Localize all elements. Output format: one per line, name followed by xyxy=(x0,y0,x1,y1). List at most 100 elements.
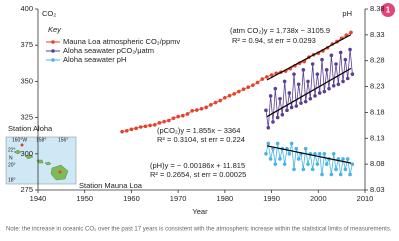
data-point xyxy=(320,172,324,177)
data-point xyxy=(320,57,324,62)
data-point xyxy=(315,72,320,76)
data-point xyxy=(345,76,350,81)
y2-tick-label: 8.08 xyxy=(370,159,385,168)
legend-marker xyxy=(51,40,55,44)
data-point xyxy=(265,75,269,79)
data-point xyxy=(341,157,345,161)
data-point xyxy=(331,152,336,156)
trend-line xyxy=(266,67,352,118)
data-point xyxy=(294,104,299,108)
annotation: R² = 0.3104, st err = 0.224 xyxy=(157,135,245,144)
lat-label: 18° xyxy=(8,177,16,183)
data-point xyxy=(227,93,232,98)
inset-label: Station Aloha xyxy=(8,124,53,133)
data-point xyxy=(308,96,313,101)
data-point xyxy=(324,162,329,166)
annotation: (pH)y = − 0.00186x + 11.815 xyxy=(150,161,245,170)
data-point xyxy=(278,157,282,161)
x-tick-label: 1990 xyxy=(263,194,280,203)
data-point xyxy=(204,105,208,110)
data-point xyxy=(322,152,327,156)
data-point xyxy=(350,162,355,166)
data-point xyxy=(289,105,294,110)
series-line xyxy=(265,49,353,128)
annotation: (atm CO₂)y = 1.738x − 3105.9 xyxy=(230,26,330,35)
legend-label: Aloha seawater pCO₂/μatm xyxy=(63,46,154,55)
legend-label: Mauna Loa atmospheric CO₂/ppmv xyxy=(63,37,180,46)
y2-tick-label: 8.33 xyxy=(370,30,385,39)
north-label: N xyxy=(9,155,13,161)
legend-marker xyxy=(51,49,55,53)
data-point xyxy=(218,98,222,103)
data-point xyxy=(241,87,246,92)
data-point xyxy=(124,128,129,133)
y-tick-label: 300 xyxy=(20,149,33,158)
data-point xyxy=(120,129,124,134)
data-point xyxy=(338,172,343,177)
data-point xyxy=(289,141,294,146)
data-point xyxy=(134,126,138,131)
y2-tick-label: 8.38 xyxy=(370,4,385,13)
data-point xyxy=(348,47,352,52)
data-point xyxy=(269,73,274,77)
data-point xyxy=(306,162,310,166)
data-point xyxy=(213,100,218,105)
data-point xyxy=(190,108,194,113)
data-point xyxy=(285,108,289,113)
y2-tick-label: 8.28 xyxy=(370,56,385,65)
data-point xyxy=(310,167,315,172)
badge-text: 1 xyxy=(386,6,391,15)
data-point xyxy=(350,72,355,76)
data-point xyxy=(275,141,280,146)
data-point xyxy=(195,108,199,112)
data-point xyxy=(280,112,285,117)
data-point xyxy=(260,77,265,81)
data-point xyxy=(287,91,292,95)
annotation: (pCO₂)y = 1.855x − 3364 xyxy=(157,126,240,135)
data-point xyxy=(334,62,338,66)
y2-tick-label: 8.23 xyxy=(370,82,385,91)
islands xyxy=(13,149,69,181)
data-point xyxy=(138,125,143,129)
data-point xyxy=(167,118,171,123)
data-point xyxy=(282,79,287,84)
y-tick-label: 275 xyxy=(20,185,33,194)
trend-line xyxy=(266,34,352,81)
data-point xyxy=(152,123,157,127)
data-point xyxy=(317,91,322,95)
legend-title: Key xyxy=(48,25,62,34)
data-point xyxy=(129,127,134,132)
data-point xyxy=(185,112,190,116)
lat-label: 22° xyxy=(8,147,16,153)
data-point xyxy=(266,125,271,130)
data-point xyxy=(349,30,353,35)
data-point xyxy=(306,79,310,84)
data-point xyxy=(324,68,329,72)
trend-line xyxy=(266,145,352,164)
data-point xyxy=(296,157,301,161)
y2-axis-label: pH xyxy=(342,9,352,18)
data-point xyxy=(310,62,315,66)
data-point xyxy=(282,162,287,166)
annotation: R² = 0.94, st err = 0.0293 xyxy=(232,36,316,45)
data-point xyxy=(223,95,227,100)
data-point xyxy=(343,167,348,172)
note: Note: the increase in oceanic CO₂ over t… xyxy=(6,227,392,233)
data-point xyxy=(299,101,303,105)
data-point xyxy=(264,152,268,156)
data-point xyxy=(322,89,327,94)
data-point xyxy=(348,172,352,177)
data-point xyxy=(303,99,308,104)
data-point xyxy=(313,94,317,98)
data-point xyxy=(171,116,176,120)
data-point xyxy=(301,68,306,72)
station-mauna-loa-dot xyxy=(58,170,62,174)
data-point xyxy=(209,103,213,107)
data-point xyxy=(313,152,317,156)
x-tick-label: 2000 xyxy=(310,194,327,203)
lat-label: 20° xyxy=(8,162,16,168)
x-tick-label: 2010 xyxy=(357,194,374,203)
data-point xyxy=(268,94,273,98)
